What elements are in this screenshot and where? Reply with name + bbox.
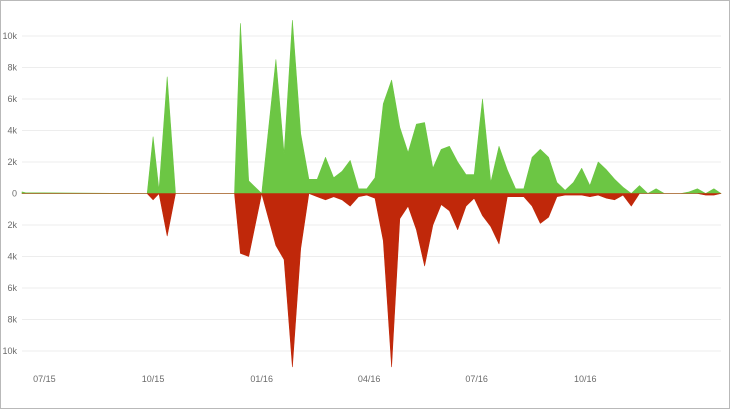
y-tick-label: 0 xyxy=(12,189,17,199)
positive-series-area xyxy=(21,20,722,194)
y-tick-label: 4k xyxy=(7,252,17,262)
y-tick-label: 4k xyxy=(7,126,17,136)
y-axis: 10k 8k 6k 4k 2k 0 2k 4k 6k 8k 10k xyxy=(2,31,17,356)
negative-series-area xyxy=(21,193,722,368)
y-tick-label: 10k xyxy=(2,346,17,356)
x-tick-label: 10/15 xyxy=(142,374,165,384)
series-areas xyxy=(21,20,722,368)
x-tick-label: 07/16 xyxy=(465,374,488,384)
y-tick-label: 6k xyxy=(7,94,17,104)
y-tick-label: 6k xyxy=(7,283,17,293)
x-tick-label: 10/16 xyxy=(574,374,597,384)
y-tick-label: 8k xyxy=(7,315,17,325)
y-tick-label: 2k xyxy=(7,157,17,167)
x-tick-label: 04/16 xyxy=(358,374,381,384)
y-tick-label: 10k xyxy=(2,31,17,41)
x-axis: 07/15 10/15 01/16 04/16 07/16 10/16 xyxy=(33,374,596,384)
x-tick-label: 07/15 xyxy=(33,374,56,384)
y-tick-label: 8k xyxy=(7,63,17,73)
y-tick-label: 2k xyxy=(7,220,17,230)
x-tick-label: 01/16 xyxy=(250,374,273,384)
